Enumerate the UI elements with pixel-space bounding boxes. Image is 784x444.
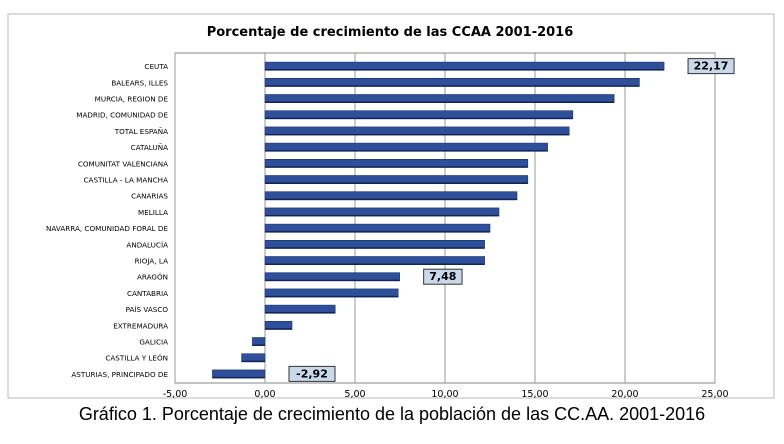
bar-shadow [252, 344, 265, 346]
bar-shadow [241, 360, 265, 363]
bar [264, 304, 336, 314]
data-label: 7,48 [429, 270, 456, 283]
bar [264, 78, 640, 87]
bar [264, 61, 665, 71]
category-labels: CEUTA BALEARS, ILLES MURCIA, REGION DE MADR… [46, 62, 168, 379]
bar [252, 337, 266, 346]
category-label: CANTABRIA [127, 289, 168, 298]
bar-shadow [265, 312, 336, 314]
category-label: TOTAL ESPAÑA [114, 127, 168, 136]
bar [264, 256, 485, 265]
category-label: CATALUÑA [131, 143, 168, 152]
x-tick-label: 20,00 [611, 389, 638, 400]
bar-shadow [265, 214, 499, 217]
bar-shadow [265, 328, 292, 330]
category-label: EXTREMADURA [113, 321, 168, 330]
bar [264, 288, 399, 298]
bar-shadow [265, 247, 485, 249]
x-tick-label: 0,00 [254, 389, 275, 400]
x-tick-label: -5,00 [163, 389, 188, 400]
bar-shadow [265, 182, 528, 184]
bar-shadow [265, 231, 490, 233]
bar [264, 191, 518, 200]
bar [264, 320, 293, 330]
x-tick-label: 25,00 [701, 389, 728, 400]
bar-shadow [265, 150, 548, 152]
category-label: PAÍS VASCO [126, 305, 169, 314]
category-label: MURCIA, REGION DE [95, 95, 169, 104]
bar-shadow [265, 198, 517, 201]
grid-lines [174, 53, 716, 383]
bar [264, 207, 500, 217]
figure-caption: Gráfico 1. Porcentaje de crecimiento de … [78, 404, 706, 424]
bar-shadow [265, 295, 399, 298]
bar [264, 175, 529, 184]
data-labels: 22,17 7,48 -2,92 [288, 58, 735, 382]
chart-title: Porcentaje de crecimiento de las CCAA 20… [207, 25, 574, 40]
bar [264, 223, 491, 233]
bar-shadow [265, 279, 400, 282]
data-label-box [687, 58, 735, 75]
bar [264, 159, 529, 168]
bar-shadow [265, 117, 573, 120]
bar-shadow [265, 101, 615, 103]
bar-chart: Porcentaje de crecimiento de las CCAA 20… [7, 13, 775, 400]
category-label: CASTILLA Y LEÓN [105, 354, 168, 363]
category-label: RIOJA, LA [135, 257, 168, 266]
category-label: NAVARRA, COMUNIDAD FORAL DE [46, 224, 168, 233]
category-label: COMUNITAT VALENCIANA [78, 159, 168, 168]
bar [264, 94, 615, 103]
data-label: -2,92 [296, 367, 328, 380]
bar-shadow [265, 133, 570, 136]
bar [241, 353, 266, 363]
bar-shadow [265, 85, 640, 87]
category-label: CASTILLA - LA MANCHA [84, 176, 169, 185]
category-label: MADRID, COMUNIDAD DE [76, 111, 168, 120]
x-tick-label: 10,00 [431, 389, 458, 400]
bar [212, 369, 266, 379]
x-tick-label: 15,00 [521, 389, 548, 400]
x-tick-labels: -5,00 0,00 5,00 10,00 15,00 20,00 25,00 [163, 389, 729, 400]
category-label: BALEARS, ILLES [111, 78, 168, 87]
data-label: 22,17 [694, 60, 729, 73]
bar [264, 126, 570, 136]
category-label: GALICIA [139, 338, 168, 347]
chart-frame: Porcentaje de crecimiento de las CCAA 20… [7, 13, 775, 400]
category-label: CEUTA [144, 62, 168, 71]
data-label-box [423, 268, 463, 285]
bar-shadow [265, 69, 665, 71]
category-label: ASTURIAS, PRINCIPADO DE [71, 370, 168, 379]
bars [212, 61, 665, 379]
x-tick-label: 5,00 [344, 389, 365, 400]
category-label: CANARIAS [131, 192, 168, 201]
category-label: ANDALUCÍA [126, 240, 168, 249]
category-label: MELILLA [138, 208, 168, 217]
bar-shadow [265, 166, 528, 168]
bar-shadow [265, 263, 485, 265]
category-label: ARAGÓN [137, 273, 168, 282]
bar [264, 240, 485, 249]
bar [264, 272, 400, 282]
data-label-box [288, 365, 336, 382]
bar [264, 110, 574, 119]
bar [264, 142, 548, 152]
bar-shadow [212, 376, 265, 379]
